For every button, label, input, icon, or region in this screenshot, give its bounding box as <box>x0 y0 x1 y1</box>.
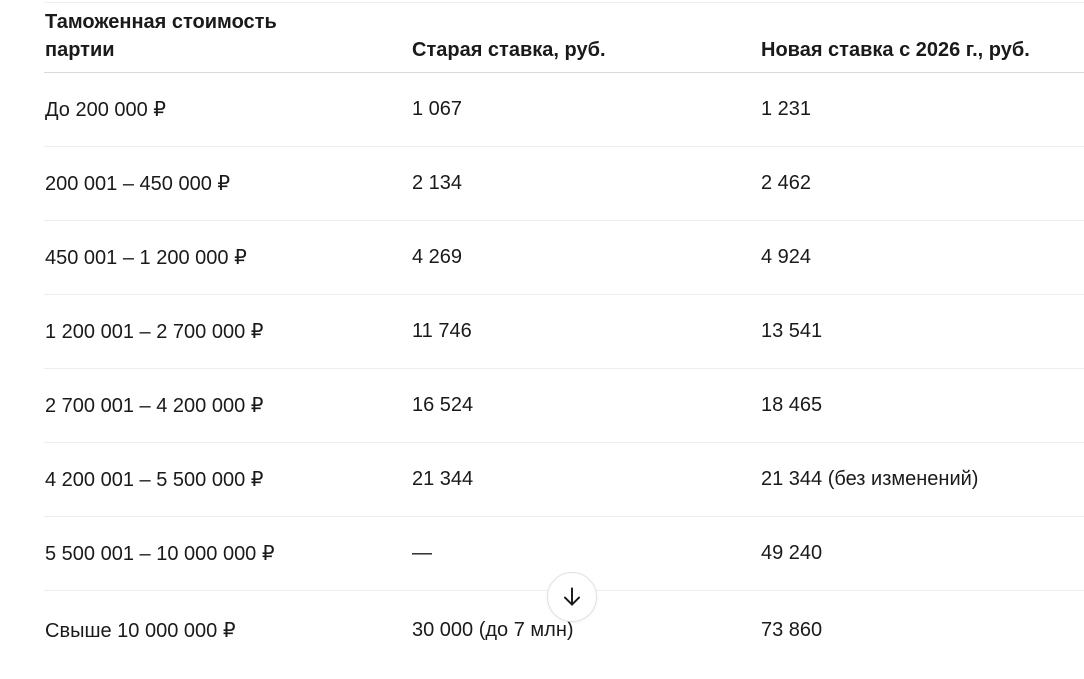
header-row: Таможенная стоимость партии Старая ставк… <box>44 3 1084 73</box>
cell-new-rate: 2 462 <box>760 146 1084 221</box>
cell-customs-value: 450 001 – 1 200 000 ₽ <box>44 220 411 295</box>
cell-customs-value: 2 700 001 – 4 200 000 ₽ <box>44 368 411 443</box>
table-row: 5 500 001 – 10 000 000 ₽ — 49 240 <box>44 516 1084 591</box>
cell-customs-value: 5 500 001 – 10 000 000 ₽ <box>44 516 411 591</box>
table-top-border <box>44 2 1084 3</box>
cell-new-rate: 73 860 <box>761 618 823 641</box>
table-body: До 200 000 ₽ 1 067 1 231 200 001 – 450 0… <box>44 72 1084 670</box>
scroll-down-button[interactable] <box>547 572 597 622</box>
cell-customs-value: 200 001 – 450 000 ₽ <box>44 146 411 221</box>
cell-customs-value: 1 200 001 – 2 700 000 ₽ <box>44 294 411 369</box>
table-row: 1 200 001 – 2 700 000 ₽ 11 746 13 541 <box>44 294 1084 369</box>
table-row: До 200 000 ₽ 1 067 1 231 <box>44 72 1084 147</box>
arrow-down-icon <box>559 584 585 610</box>
cell-new-rate: 13 541 <box>760 294 1084 369</box>
cell-new-rate: 18 465 <box>760 368 1084 443</box>
cell-old-rate: 16 524 <box>411 368 760 443</box>
cell-new-rate: 21 344 (без изменений) <box>760 442 1084 517</box>
cell-old-rate: 2 134 <box>411 146 760 221</box>
table-row: Свыше 10 000 000 ₽ 30 000 (до 7 млн) 73 … <box>44 591 1084 670</box>
table-header: Таможенная стоимость партии Старая ставк… <box>44 3 1084 73</box>
header-customs-value: Таможенная стоимость партии <box>44 3 411 73</box>
cell-old-rate: 11 746 <box>411 294 760 369</box>
table-row: 200 001 – 450 000 ₽ 2 134 2 462 <box>44 146 1084 221</box>
cell-new-rate: 4 924 <box>760 220 1084 295</box>
cell-customs-value: До 200 000 ₽ <box>44 72 411 147</box>
cell-old-rate: 1 067 <box>411 72 760 147</box>
header-new-rate: Новая ставка с 2026 г., руб. <box>760 3 1084 73</box>
table-row: 4 200 001 – 5 500 000 ₽ 21 344 21 344 (б… <box>44 442 1084 517</box>
header-old-rate: Старая ставка, руб. <box>411 3 760 73</box>
cell-old-rate: 30 000 (до 7 млн) <box>412 618 574 641</box>
table-row: 2 700 001 – 4 200 000 ₽ 16 524 18 465 <box>44 368 1084 443</box>
cell-new-rate: 49 240 <box>760 516 1084 591</box>
table-row: 450 001 – 1 200 000 ₽ 4 269 4 924 <box>44 220 1084 295</box>
cell-old-rate: 4 269 <box>411 220 760 295</box>
cell-old-rate: 21 344 <box>411 442 760 517</box>
cell-customs-value: 4 200 001 – 5 500 000 ₽ <box>44 442 411 517</box>
customs-rates-table: Таможенная стоимость партии Старая ставк… <box>44 3 1084 669</box>
cell-new-rate: 1 231 <box>760 72 1084 147</box>
cell-customs-value: Свыше 10 000 000 ₽ <box>45 619 236 642</box>
